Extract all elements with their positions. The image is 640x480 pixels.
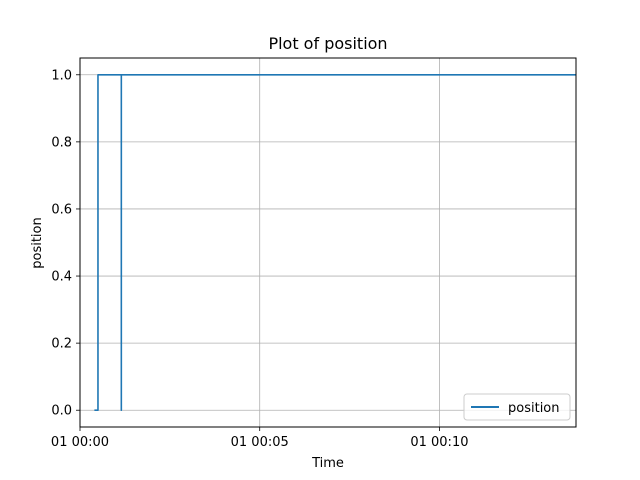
x-tick-label: 01 00:10 bbox=[410, 435, 468, 450]
plot-frame bbox=[79, 57, 577, 428]
series-layer bbox=[94, 73, 576, 412]
series-line-position bbox=[94, 73, 576, 412]
x-tick-label: 01 00:05 bbox=[231, 435, 289, 450]
y-tick-label: 1.0 bbox=[51, 68, 72, 83]
y-axis: 0.0 0.2 0.4 0.6 0.8 1.0 bbox=[51, 68, 80, 419]
x-axis-label: Time bbox=[311, 456, 344, 471]
y-tick-label: 0.0 bbox=[51, 404, 72, 419]
y-tick-label: 0.8 bbox=[51, 135, 72, 150]
x-axis: 01 00:00 01 00:05 01 00:10 bbox=[51, 427, 468, 450]
y-tick-label: 0.6 bbox=[51, 202, 72, 217]
y-axis-label: position bbox=[30, 217, 45, 269]
y-tick-label: 0.2 bbox=[51, 337, 72, 352]
x-tick-label: 01 00:00 bbox=[51, 435, 109, 450]
y-tick-label: 0.4 bbox=[51, 270, 72, 285]
legend-box bbox=[463, 393, 571, 421]
chart-title: Plot of position bbox=[268, 34, 387, 53]
legend-label: position bbox=[508, 401, 560, 416]
legend: position bbox=[463, 393, 571, 421]
